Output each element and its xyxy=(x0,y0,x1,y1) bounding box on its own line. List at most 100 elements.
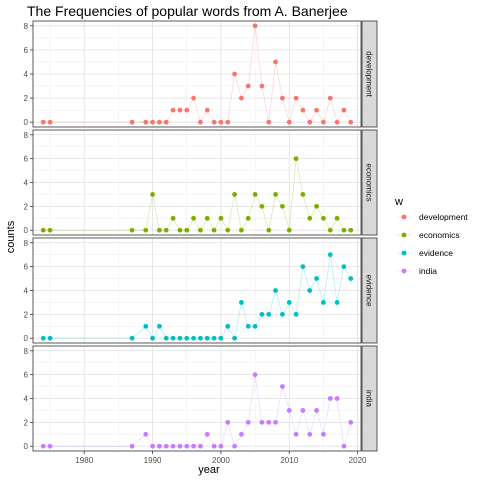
data-point-development xyxy=(314,107,319,113)
data-point-development xyxy=(47,119,53,125)
data-point-economics xyxy=(225,227,231,233)
x-axis-title: year xyxy=(198,464,220,476)
data-point-development xyxy=(252,23,258,29)
data-point-economics xyxy=(239,227,244,233)
data-point-evidence xyxy=(307,288,313,293)
data-point-india xyxy=(232,443,237,449)
data-point-evidence xyxy=(191,335,196,341)
y-tick-label: 6 xyxy=(24,155,29,164)
data-point-development xyxy=(307,119,313,125)
legend-key-economics xyxy=(401,232,407,238)
data-point-evidence xyxy=(47,335,53,341)
data-point-india xyxy=(314,408,319,413)
y-tick-label: 2 xyxy=(24,202,29,211)
chart-title: The Frequencies of popular words from A.… xyxy=(27,3,348,19)
data-point-development xyxy=(327,95,333,101)
data-point-india xyxy=(184,443,190,449)
data-point-economics xyxy=(177,227,183,233)
data-point-india xyxy=(239,431,244,437)
data-point-evidence xyxy=(204,335,210,341)
y-tick-label: 4 xyxy=(24,70,29,79)
data-point-development xyxy=(341,107,347,113)
data-point-india xyxy=(170,443,176,449)
data-point-evidence xyxy=(300,264,306,270)
data-point-evidence xyxy=(259,311,265,317)
y-tick-label: 4 xyxy=(24,395,29,404)
data-point-india xyxy=(40,443,46,449)
data-point-india xyxy=(286,408,292,413)
data-point-economics xyxy=(307,215,313,221)
data-point-development xyxy=(204,107,210,113)
data-point-india xyxy=(204,431,210,437)
panel-border xyxy=(32,129,362,236)
data-point-india xyxy=(273,419,278,425)
data-point-development xyxy=(239,95,244,101)
facet-evidence: 0 2 4 6 8 evidence xyxy=(24,237,378,344)
data-point-india xyxy=(327,396,333,401)
data-point-economics xyxy=(198,227,203,233)
data-point-evidence xyxy=(293,311,299,317)
legend-label-india: india xyxy=(419,266,437,276)
data-point-india xyxy=(307,431,313,437)
data-point-india xyxy=(129,443,135,449)
y-tick-label: 4 xyxy=(24,179,29,188)
data-point-economics xyxy=(327,227,333,233)
x-tick-label: 2010 xyxy=(280,456,298,465)
y-tick-label: 0 xyxy=(24,118,29,127)
data-point-india xyxy=(47,443,53,449)
data-point-india xyxy=(245,419,251,425)
data-point-economics xyxy=(218,215,224,221)
data-point-economics xyxy=(259,203,265,209)
data-point-evidence xyxy=(334,300,340,305)
data-point-evidence xyxy=(348,276,354,281)
data-point-evidence xyxy=(314,276,319,281)
data-point-economics xyxy=(150,192,155,197)
data-point-india xyxy=(321,431,326,437)
data-point-india xyxy=(348,419,354,425)
facet-panels: 0 2 4 6 8 development 0 2 4 6 8 economics 0 2 4 6 8 evide… xyxy=(24,20,378,452)
x-tick-label: 2020 xyxy=(349,456,367,465)
data-point-economics xyxy=(245,215,251,221)
data-point-development xyxy=(232,71,237,77)
data-point-india xyxy=(218,443,224,449)
data-point-india xyxy=(150,443,155,449)
series-line-economics xyxy=(43,158,351,232)
data-point-evidence xyxy=(163,335,169,341)
data-point-economics xyxy=(334,215,340,221)
y-tick-label: 6 xyxy=(24,46,29,55)
data-point-economics xyxy=(266,227,272,233)
y-tick-label: 0 xyxy=(24,226,29,235)
data-point-evidence xyxy=(198,335,203,341)
data-point-development xyxy=(218,119,224,125)
data-point-evidence xyxy=(232,335,237,341)
data-point-evidence xyxy=(225,323,231,329)
data-point-india xyxy=(198,443,203,449)
data-point-economics xyxy=(300,192,306,197)
series-line-development xyxy=(43,25,352,124)
data-point-india xyxy=(341,443,347,449)
data-point-india xyxy=(280,384,285,389)
data-point-economics xyxy=(286,227,292,233)
y-tick-label: 6 xyxy=(24,371,29,380)
data-point-economics xyxy=(40,227,46,233)
data-point-development xyxy=(129,119,135,125)
y-tick-label: 2 xyxy=(24,94,29,103)
x-tick-label: 1990 xyxy=(144,456,162,465)
x-tick-label: 1980 xyxy=(75,456,93,465)
facet-strip-label: development xyxy=(365,51,374,98)
data-point-development xyxy=(321,119,326,125)
y-axis-title: counts xyxy=(5,220,17,253)
data-point-economics xyxy=(293,156,299,162)
y-tick-label: 0 xyxy=(24,334,29,343)
data-point-development xyxy=(300,107,306,113)
data-point-economics xyxy=(348,227,354,233)
legend-label-evidence: evidence xyxy=(419,248,453,258)
data-point-evidence xyxy=(143,323,149,329)
data-point-evidence xyxy=(266,311,272,317)
data-point-economics xyxy=(321,215,326,221)
data-point-development xyxy=(245,83,251,89)
data-point-development xyxy=(273,59,278,65)
data-point-india xyxy=(163,443,169,449)
data-point-economics xyxy=(191,215,196,221)
